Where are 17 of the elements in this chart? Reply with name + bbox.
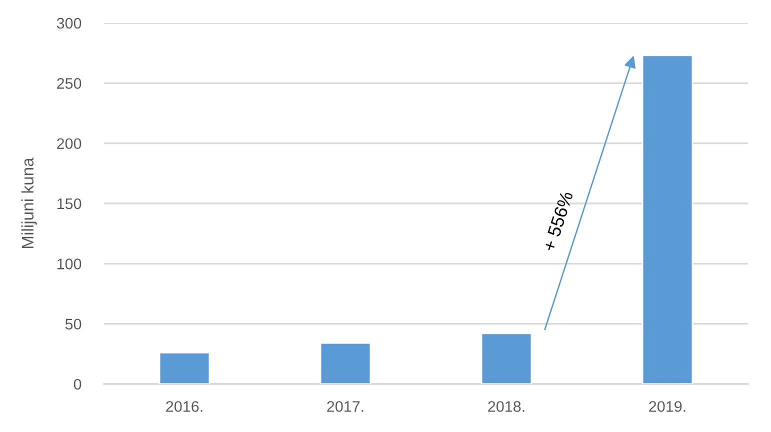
annotation: + 556% [542, 190, 574, 252]
x-tick-label: 2016. [166, 401, 202, 412]
x-tick-label: 2019. [649, 401, 686, 412]
x-tick-label: 2017. [327, 401, 364, 412]
bar [642, 54, 694, 384]
y-tick-label: 300 [56, 18, 82, 29]
x-tick-label: 2018. [488, 401, 524, 412]
y-tick-label: 0 [74, 378, 82, 390]
y-axis-title: Milijuni kuna [21, 158, 37, 248]
bar [158, 352, 210, 384]
y-tick-label: 250 [57, 78, 82, 89]
y-tick-label: 150 [57, 198, 82, 210]
bar [480, 332, 532, 384]
y-tick-label: 100 [57, 258, 82, 270]
y-tick-label: 200 [57, 138, 82, 150]
bar [320, 342, 372, 384]
y-tick-label: 50 [65, 318, 82, 330]
